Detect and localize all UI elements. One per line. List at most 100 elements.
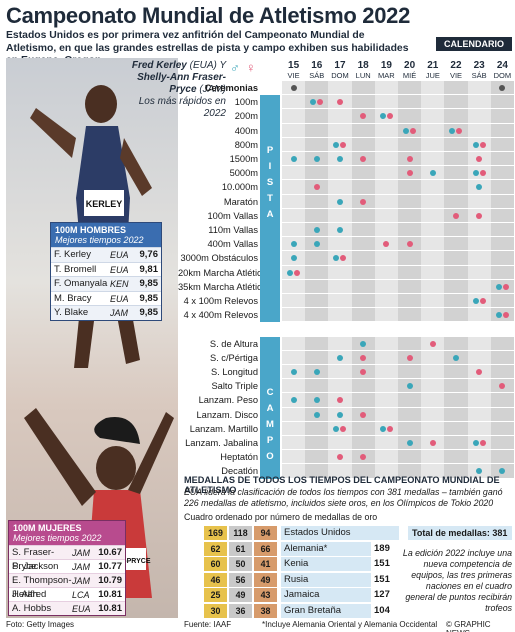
women-records-title: 100M MUJERES (9, 521, 125, 533)
calendar-cell (351, 379, 375, 394)
women-record-time: 10.67 (98, 547, 122, 558)
event-label: 400m Vallas (207, 239, 258, 250)
calendar-cell (374, 279, 398, 294)
women-record-name: A. Hobbs (12, 603, 52, 614)
silver-count: 61 (229, 541, 252, 556)
men-record-name: Y. Blake (54, 307, 89, 318)
men-record-row: Y. Blake JAM 9,85 (51, 305, 161, 320)
women-event-dot (360, 369, 367, 375)
calendar-cell (444, 464, 468, 479)
day-header: 17 DOM (328, 60, 351, 80)
men-event-dot (360, 340, 367, 347)
calendar-cell (421, 152, 445, 167)
day-weekday: JUE (425, 71, 440, 80)
calendar-cell (444, 81, 468, 96)
calendar-cell (421, 194, 445, 209)
calendar-cell (467, 109, 491, 124)
calendar-cell (398, 379, 422, 394)
country-total: 151 (374, 573, 390, 585)
event-label: Lanzam. Jabalina (185, 438, 258, 448)
women-record-row: A. Hobbs EUA 10.81 (9, 601, 125, 615)
men-event-dot (403, 127, 409, 134)
photo-credit: Foto: Getty Images (6, 620, 75, 629)
calendar-cell (374, 350, 398, 365)
calendar-cell (305, 379, 329, 394)
day-number: 17 (334, 60, 346, 71)
women-icon: ♀ (246, 60, 256, 75)
calendar-cell (282, 109, 306, 124)
calendar-cell (374, 237, 398, 252)
men-record-time: 9,85 (139, 292, 159, 304)
calendar-cell (398, 308, 422, 323)
calendar-cell (398, 109, 422, 124)
calendar-cell (328, 137, 352, 152)
calendar-cell (490, 166, 514, 181)
calendar-cell (490, 208, 514, 223)
calendar-cell (490, 223, 514, 238)
calendar-cell (467, 123, 491, 138)
event-label: S. de Altura (209, 338, 258, 349)
calendar-cell (305, 393, 329, 408)
calendar-cell (351, 223, 375, 238)
calendar-cell (351, 450, 375, 465)
medals-sort-note: Cuadro ordenado por número de medallas d… (184, 512, 378, 522)
calendar-cell (398, 81, 422, 96)
calendar-cell (467, 194, 491, 209)
men-event-dot (472, 170, 479, 177)
women-records-rows: S. Fraser-Pryce JAM 10.67 S. Jackson JAM 10.7… (9, 545, 125, 615)
day-weekday: MIÉ (402, 71, 417, 80)
calendar-cell (282, 166, 306, 181)
men-event-dot (313, 411, 320, 418)
calendar-cell (444, 294, 468, 309)
calendar-cell (421, 436, 445, 451)
calendar-cell (328, 265, 352, 280)
men-record-time: 9,85 (139, 278, 159, 289)
calendar-cell (282, 464, 306, 479)
calendar-cell (282, 152, 306, 167)
calendar-cell (467, 421, 491, 436)
calendar-cell (467, 166, 491, 181)
calendar-cell (305, 308, 329, 323)
calendar-cell (282, 379, 306, 394)
event-label: 10.000m (221, 182, 258, 193)
calendar-cell (328, 336, 352, 351)
calendar-cell (398, 194, 422, 209)
calendar-cell (374, 152, 398, 167)
calendar-cell (490, 365, 514, 380)
calendar-cell (490, 194, 514, 209)
calendar-cell (467, 95, 491, 110)
calendar-cell (398, 350, 422, 365)
calendar-cell (490, 109, 514, 124)
men-event-dot (310, 99, 317, 106)
calendar-cell (444, 194, 468, 209)
calendar-cell (374, 308, 398, 323)
calendar-cell (467, 237, 491, 252)
day-number: 15 (288, 60, 300, 71)
women-event-dot (452, 212, 459, 219)
women-event-dot (456, 127, 463, 134)
calendar-cell (398, 123, 422, 138)
calendar-cell (328, 393, 352, 408)
calendar-cell (374, 265, 398, 280)
women-record-row: S. Jackson JAM 10.77 (9, 559, 125, 573)
event-label: 20km Marcha Atlética (178, 267, 267, 278)
men-event-dot (406, 383, 413, 390)
women-event-dot (406, 354, 413, 361)
event-label: 1500m (229, 154, 258, 164)
men-event-dot (336, 227, 343, 233)
calendar-cell (305, 450, 329, 465)
women-event-dot (360, 411, 367, 418)
caption-join: Y (219, 60, 227, 71)
calendar-cell (467, 152, 491, 167)
event-label: Decatlón (221, 466, 258, 477)
day-number: 18 (357, 60, 369, 71)
gold-count: 46 (204, 572, 227, 587)
calendar-cell (328, 350, 352, 365)
women-event-dot (406, 241, 413, 248)
men-event-dot (499, 468, 506, 475)
calendar-cell (398, 265, 422, 280)
calendar-cell (490, 95, 514, 110)
women-event-dot (406, 170, 413, 177)
women-event-dot (340, 141, 347, 148)
men-records-rows: F. Kerley EUA 9,76 T. Bromell EUA 9,81 F. Oman… (51, 247, 161, 320)
